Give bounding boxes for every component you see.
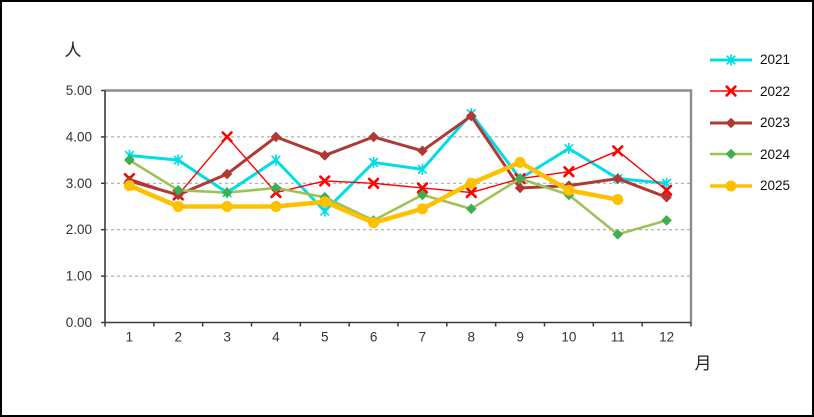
- circle-marker-icon: [221, 201, 233, 212]
- diamond-marker-icon: [417, 145, 428, 157]
- legend-item-2021: 2021: [708, 44, 790, 76]
- diamond-marker-icon: [612, 229, 624, 240]
- diamond-marker-icon: [612, 173, 624, 184]
- diamond-marker-icon: [417, 189, 428, 201]
- legend: 2021 2022 2023 2024 2025: [708, 44, 790, 202]
- asterisk-marker-icon: [368, 157, 379, 168]
- x-tick-label: 4: [272, 330, 280, 345]
- circle-marker-icon: [123, 180, 135, 192]
- series-line: [128, 136, 668, 196]
- circle-marker-icon: [319, 196, 331, 208]
- x-tick-label: 8: [467, 330, 475, 345]
- asterisk-marker-icon: [173, 155, 184, 166]
- plot-border-top-right: [105, 89, 693, 323]
- circle-marker-icon: [563, 184, 575, 196]
- y-tick-label: 1.00: [66, 269, 92, 284]
- asterisk-marker-icon: [726, 54, 736, 65]
- legend-swatch: [710, 148, 752, 160]
- diamond-marker-icon: [661, 191, 672, 203]
- legend-swatch: [710, 117, 752, 129]
- x-marker-icon: [563, 166, 575, 178]
- asterisk-marker-icon: [564, 143, 574, 154]
- y-tick-label: 2.00: [66, 222, 92, 237]
- legend-swatch-graphic: [710, 85, 752, 97]
- y-tick-label: 3.00: [66, 176, 92, 191]
- x-tick-label: 2: [174, 330, 182, 345]
- legend-item-2024: 2024: [708, 139, 790, 171]
- diamond-marker-icon: [270, 182, 282, 194]
- y-tick-label: 4.00: [66, 129, 92, 144]
- legend-swatch-graphic: [710, 148, 752, 160]
- circle-marker-icon: [612, 194, 624, 206]
- asterisk-marker-icon: [417, 164, 428, 175]
- circle-marker-icon: [514, 156, 526, 168]
- x-tick-label: 6: [370, 330, 378, 345]
- x-tick-label: 7: [419, 330, 427, 345]
- x-tick-label: 12: [659, 330, 674, 345]
- x-marker-icon: [725, 85, 737, 97]
- x-marker-icon: [612, 145, 624, 157]
- x-tick-label: 11: [611, 330, 625, 345]
- x-marker-icon: [660, 184, 673, 196]
- x-marker-icon: [367, 177, 380, 189]
- x-tick-label: 1: [126, 330, 134, 345]
- circle-marker-icon: [465, 177, 477, 189]
- legend-label: 2024: [760, 146, 791, 162]
- x-marker-icon: [221, 131, 233, 143]
- legend-item-2023: 2023: [708, 107, 790, 139]
- series-2023: [124, 110, 672, 203]
- legend-swatch: [710, 180, 752, 192]
- diamond-marker-icon: [514, 182, 526, 194]
- diamond-marker-icon: [368, 131, 379, 143]
- series-line: [127, 112, 669, 213]
- diamond-marker-icon: [725, 148, 737, 160]
- x-marker-icon: [319, 175, 331, 187]
- diamond-marker-icon: [725, 117, 737, 129]
- asterisk-marker-icon: [319, 206, 330, 217]
- x-tick-label: 9: [516, 330, 524, 345]
- circle-marker-icon: [368, 217, 380, 229]
- y-tick-label: 5.00: [66, 83, 92, 98]
- x-marker-icon: [465, 186, 477, 199]
- diamond-marker-icon: [514, 173, 526, 184]
- series-line: [128, 158, 668, 236]
- legend-label: 2023: [760, 115, 791, 131]
- diamond-marker-icon: [124, 154, 135, 166]
- legend-swatch: [710, 85, 752, 97]
- diamond-marker-icon: [319, 150, 331, 161]
- x-axis-title: 月: [694, 354, 712, 373]
- asterisk-marker-icon: [271, 155, 281, 166]
- diamond-marker-icon: [270, 131, 282, 143]
- circle-marker-icon: [172, 201, 184, 212]
- circle-marker-icon: [270, 201, 282, 212]
- x-tick-label: 3: [223, 330, 231, 345]
- circle-marker-icon: [725, 180, 737, 192]
- legend-item-2025: 2025: [708, 170, 790, 202]
- y-tick-label: 0.00: [66, 315, 92, 330]
- diamond-marker-icon: [221, 168, 233, 180]
- series-2025: [123, 156, 624, 229]
- diamond-marker-icon: [465, 203, 477, 215]
- diamond-marker-icon: [465, 110, 477, 122]
- legend-label: 2022: [760, 83, 791, 99]
- x-marker-icon: [416, 182, 429, 194]
- legend-swatch-graphic: [710, 117, 752, 129]
- legend-swatch-graphic: [710, 54, 752, 66]
- legend-label: 2021: [760, 52, 791, 68]
- x-tick-label: 5: [321, 330, 329, 345]
- diamond-marker-icon: [221, 187, 233, 198]
- legend-swatch: [710, 54, 752, 66]
- legend-label: 2025: [760, 178, 791, 194]
- circle-marker-icon: [416, 203, 428, 215]
- series-line: [127, 114, 669, 199]
- x-tick-label: 10: [561, 330, 576, 345]
- legend-item-2022: 2022: [708, 76, 790, 108]
- series-2024: [124, 154, 672, 240]
- legend-swatch-graphic: [710, 180, 752, 192]
- y-axis-title: 人: [64, 41, 82, 60]
- diamond-marker-icon: [661, 215, 672, 226]
- diamond-marker-icon: [172, 184, 184, 196]
